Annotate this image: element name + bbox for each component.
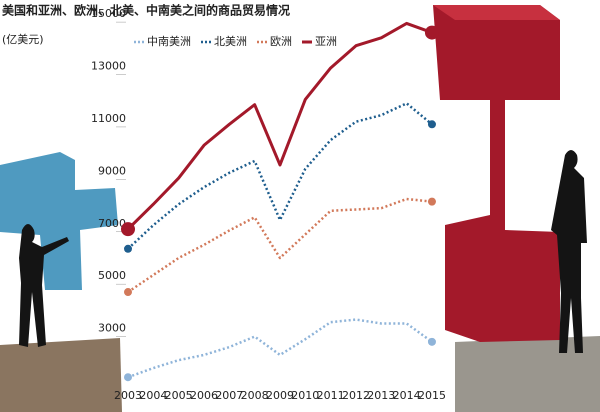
x-tick-label: 2013 (367, 389, 395, 402)
right-pedestal (455, 336, 600, 412)
x-tick-label: 2012 (342, 389, 370, 402)
unit-label: (亿美元) (2, 33, 44, 46)
y-tick-label: 11000 (91, 112, 126, 125)
legend-label: 北美洲 (214, 35, 247, 48)
end-marker (124, 244, 132, 253)
end-marker (121, 222, 135, 237)
red-block-top (433, 5, 560, 20)
x-tick-label: 2008 (241, 389, 269, 402)
y-tick-label: 9000 (98, 164, 126, 177)
blue-block (0, 152, 118, 290)
end-marker (424, 25, 439, 40)
end-marker (124, 288, 132, 297)
x-tick-label: 2006 (190, 389, 218, 402)
left-pedestal (0, 338, 122, 412)
end-marker (427, 197, 436, 206)
x-tick-label: 2009 (266, 389, 294, 402)
x-tick-label: 2014 (393, 389, 421, 402)
series-line (127, 197, 433, 294)
x-tick-label: 2004 (139, 389, 167, 402)
y-tick-label: 13000 (91, 60, 126, 73)
x-tick-label: 2003 (114, 389, 142, 402)
series-line (127, 318, 433, 379)
y-tick-label: 7000 (98, 217, 126, 230)
series-line (126, 21, 433, 231)
y-tick-label: 3000 (98, 322, 126, 335)
x-tick-label: 2007 (215, 389, 243, 402)
x-tick-label: 2005 (165, 389, 193, 402)
legend-label: 亚洲 (315, 35, 337, 48)
right-figure (551, 150, 587, 353)
left-figure (19, 224, 69, 347)
series-line (127, 102, 433, 250)
y-tick-label: 5000 (98, 269, 126, 282)
legend-label: 中南美洲 (147, 35, 191, 48)
end-marker (427, 120, 436, 129)
x-tick-label: 2010 (291, 389, 319, 402)
red-block (433, 5, 560, 342)
chart-title: 美国和亚洲、欧洲、北美、中南美之间的商品贸易情况 (2, 3, 290, 18)
legend-label: 欧洲 (270, 35, 292, 48)
y-tick-label: 15000 (91, 7, 126, 20)
x-tick-label: 2015 (418, 389, 446, 402)
end-marker (124, 373, 132, 382)
end-marker (427, 337, 436, 346)
illustration (0, 5, 600, 412)
x-tick-label: 2011 (317, 389, 345, 402)
